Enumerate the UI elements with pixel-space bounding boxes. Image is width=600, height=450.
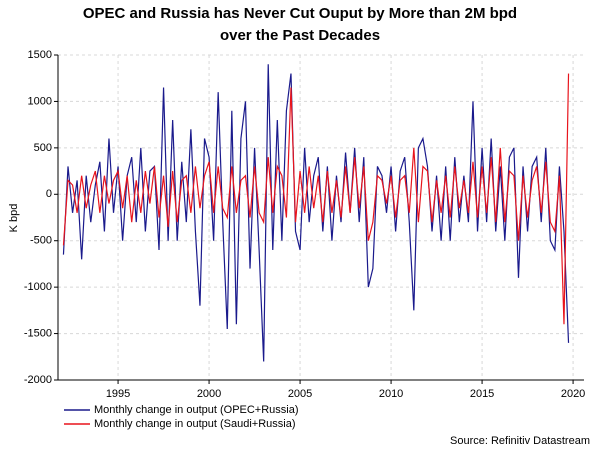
source: Source: Refinitiv Datastream	[450, 435, 590, 447]
y-tick-label: 0	[46, 188, 52, 200]
x-tick-label: 2015	[470, 388, 494, 400]
x-tick-label: 2000	[197, 388, 221, 400]
x-tick-label: 1995	[106, 388, 130, 400]
x-tick-label: 2010	[379, 388, 403, 400]
y-tick-label: -1000	[24, 281, 52, 293]
series-line	[62, 73, 570, 325]
chart-title: over the Past Decades	[220, 27, 380, 44]
chart-title: OPEC and Russia has Never Cut Ouput by M…	[83, 5, 517, 22]
legend-label: Monthly change in output (Saudi+Russia)	[94, 418, 295, 430]
y-tick-label: -1500	[24, 327, 52, 339]
y-tick-label: 1500	[28, 49, 52, 61]
x-tick-label: 2005	[288, 388, 312, 400]
y-tick-label: -2000	[24, 374, 52, 386]
legend-label: Monthly change in output (OPEC+Russia)	[94, 404, 299, 416]
y-tick-label: 500	[34, 142, 52, 154]
x-tick-label: 2020	[561, 388, 585, 400]
y-tick-label: 1000	[28, 95, 52, 107]
y-axis-label: K bpd	[8, 204, 20, 233]
y-tick-label: -500	[30, 235, 52, 247]
